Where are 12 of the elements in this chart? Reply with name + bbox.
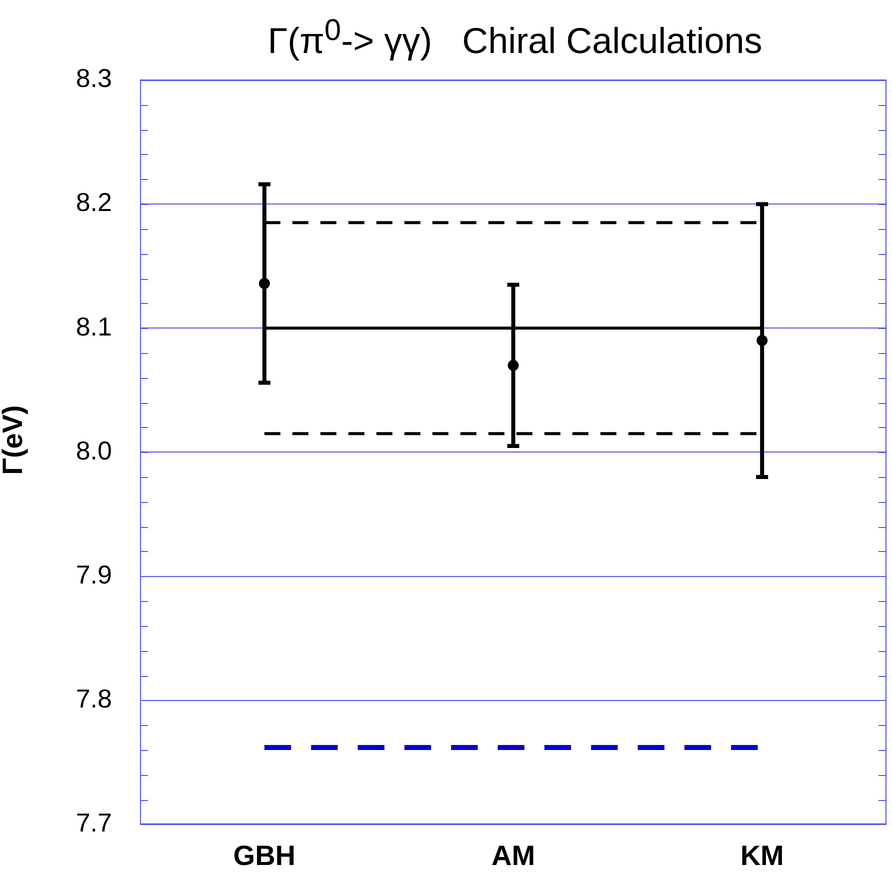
x-tick-label: KM <box>740 840 784 871</box>
chart-title: Γ(π$^{0}$-> γγ) Chiral Calculations <box>266 14 764 62</box>
y-tick-label: 8.2 <box>76 187 112 218</box>
y-tick-label: 8.1 <box>76 311 112 342</box>
y-tick-label: 7.8 <box>76 684 112 714</box>
y-tick-label: 7.7 <box>76 808 112 838</box>
y-tick-label: 8.0 <box>76 435 112 466</box>
y-tick-label: 8.3 <box>76 63 112 94</box>
x-tick-label: GBH <box>233 840 296 871</box>
x-tick-label: AM <box>491 840 536 871</box>
y-axis-title: Γ(eV) <box>0 405 29 475</box>
y-tick-label: 7.9 <box>76 559 112 590</box>
